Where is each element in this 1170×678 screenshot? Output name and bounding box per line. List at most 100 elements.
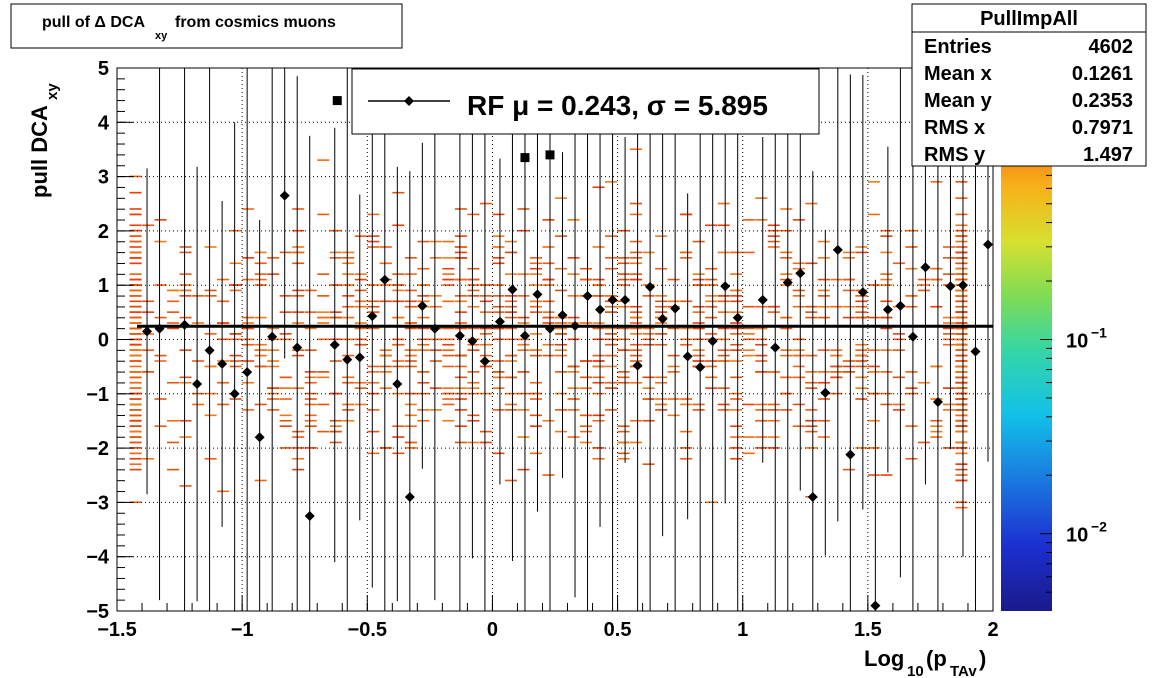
title-main: pull of Δ DCA: [42, 14, 145, 31]
hist-cell: [667, 354, 680, 357]
hist-cell: [755, 305, 768, 308]
hist-cell: [817, 381, 830, 384]
hist-cell: [292, 208, 305, 210]
hist-cell: [354, 343, 367, 346]
hist-cell: [467, 381, 480, 384]
hist-cell: [154, 284, 167, 286]
profile-point: [670, 303, 681, 314]
hist-cell: [780, 354, 793, 357]
hist-cell: [267, 365, 280, 368]
hist-cell: [655, 322, 668, 324]
hist-cell: [492, 360, 505, 362]
hist-cell: [630, 349, 643, 351]
hist-cell: [454, 322, 467, 324]
hist-cell: [605, 343, 618, 346]
hist-cell: [717, 354, 730, 357]
hist-cell: [605, 295, 618, 297]
hist-cell: [730, 409, 743, 411]
hist-cell: [630, 441, 643, 444]
hist-cell: [680, 457, 693, 460]
hist-cell: [504, 300, 517, 303]
hist-cell: [580, 430, 593, 433]
hist-cell: [529, 300, 542, 303]
hist-cell: [279, 311, 292, 313]
hist-cell: [955, 403, 968, 406]
hist-cell: [467, 267, 480, 270]
hist-cell: [942, 322, 955, 324]
hist-cell: [792, 289, 805, 292]
stats-value: 0.1261: [1072, 63, 1133, 85]
hist-cell: [955, 354, 968, 357]
hist-cell: [567, 295, 580, 297]
hist-cell: [605, 327, 618, 330]
hist-cell: [454, 376, 467, 379]
hist-cell: [304, 419, 317, 422]
hist-cell: [142, 457, 155, 460]
hist-cell: [705, 305, 718, 308]
hist-cell: [755, 403, 768, 406]
hist-cell: [655, 267, 668, 270]
hist-cell: [955, 322, 968, 324]
hist-cell: [817, 257, 830, 259]
hist-cell: [730, 425, 743, 427]
hist-cell: [292, 457, 305, 460]
hist-cell: [304, 349, 317, 351]
hist-cell: [129, 338, 142, 341]
hist-cell: [580, 322, 593, 324]
hist-cell: [642, 463, 655, 465]
hist-cell: [592, 360, 605, 362]
profile-point: [507, 284, 518, 295]
hist-cell: [404, 365, 417, 368]
hist-cell: [605, 387, 618, 389]
hist-cell: [617, 273, 630, 275]
hist-cell: [717, 295, 730, 297]
hist-cell: [592, 419, 605, 422]
hist-cell: [354, 273, 367, 275]
hist-cell: [692, 349, 705, 351]
hist-cell: [167, 468, 180, 471]
hist-cell: [379, 365, 392, 368]
hist-cell: [617, 262, 630, 265]
hist-cell: [129, 403, 142, 406]
hist-cell: [730, 295, 743, 297]
hist-cell: [542, 419, 555, 422]
hist-cell: [454, 409, 467, 411]
hist-cell: [167, 289, 180, 292]
hist-cell: [479, 343, 492, 346]
hist-cell: [492, 262, 505, 265]
hist-cell: [717, 202, 730, 205]
xlabel-sub2: TAv: [950, 663, 977, 678]
hist-cell: [504, 240, 517, 243]
hist-cell: [767, 419, 780, 422]
hist-cell: [692, 354, 705, 357]
hist-cell: [454, 398, 467, 400]
hist-cell: [855, 246, 868, 248]
hist-cell: [742, 333, 755, 335]
hist-cell: [354, 322, 367, 324]
hist-cell: [217, 278, 230, 281]
hist-cell: [217, 338, 230, 341]
hist-cell: [680, 213, 693, 216]
hist-cell: [417, 349, 430, 351]
hist-cell: [154, 398, 167, 400]
hist-cell: [942, 333, 955, 335]
hist-cell: [242, 338, 255, 341]
hist-cell: [279, 387, 292, 389]
profile-point: [479, 356, 490, 367]
hist-cell: [454, 425, 467, 427]
profile-point: [532, 289, 543, 300]
hist-cell: [404, 257, 417, 259]
hist-cell: [930, 436, 943, 438]
hist-cell: [542, 246, 555, 248]
hist-cell: [167, 441, 180, 444]
hist-cell: [292, 468, 305, 471]
hist-cell: [404, 414, 417, 417]
hist-cell: [680, 327, 693, 330]
hist-cell: [154, 316, 167, 319]
hist-cell: [392, 425, 405, 427]
hist-cell: [855, 311, 868, 313]
xlabel-sub: 10: [907, 663, 924, 678]
hist-cell: [129, 289, 142, 292]
hist-cell: [755, 219, 768, 221]
hist-cell: [367, 235, 380, 237]
